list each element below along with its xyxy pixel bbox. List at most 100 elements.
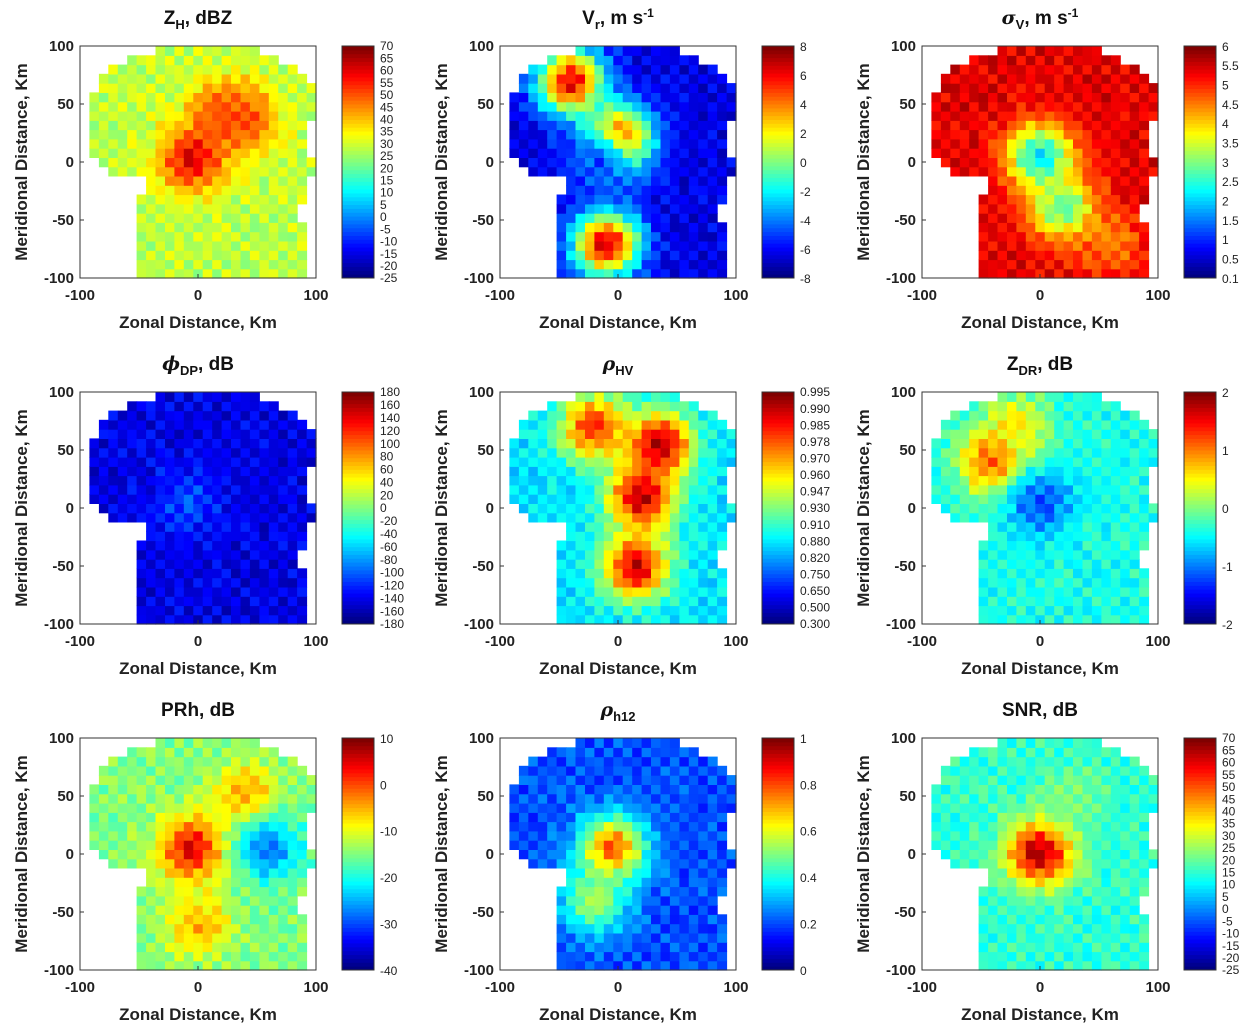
y-tick-label: 0 — [486, 500, 494, 517]
heatmap-cell — [594, 605, 604, 615]
chart-title: ZDR, dB — [1007, 354, 1073, 378]
heatmap-cell — [979, 803, 989, 813]
colorbar-segment — [762, 189, 794, 193]
heatmap-cell — [241, 578, 251, 588]
heatmap-cell — [950, 476, 960, 486]
heatmap-cell — [288, 840, 298, 850]
heatmap-cell — [538, 92, 548, 102]
heatmap-cell — [1120, 83, 1130, 93]
heatmap-cell — [137, 448, 147, 458]
heatmap-cell — [174, 429, 184, 439]
heatmap-cell — [661, 392, 671, 402]
heatmap-cell — [203, 877, 213, 887]
colorbar-segment — [762, 411, 794, 415]
heatmap-cell — [594, 951, 604, 961]
heatmap-cell — [689, 859, 699, 869]
heatmap-cell — [998, 615, 1008, 625]
heatmap-cell — [708, 503, 718, 513]
colorbar-segment — [762, 827, 794, 831]
heatmap-cell — [1120, 195, 1130, 205]
heatmap-cell — [184, 541, 194, 551]
heatmap-cell — [174, 831, 184, 841]
heatmap-cell — [231, 587, 241, 597]
heatmap-cell — [698, 429, 708, 439]
heatmap-cell — [604, 849, 614, 859]
heatmap-cell — [557, 887, 567, 897]
heatmap-cell — [99, 157, 109, 167]
heatmap-cell — [988, 148, 998, 158]
heatmap-cell — [174, 392, 184, 402]
colorbar-segment — [342, 738, 374, 742]
heatmap-cell — [679, 503, 689, 513]
heatmap-cell — [698, 522, 708, 532]
heatmap-cell — [137, 420, 147, 430]
heatmap-cell — [941, 139, 951, 149]
y-tick-label: 100 — [469, 730, 494, 747]
heatmap-cell — [642, 587, 652, 597]
heatmap-cell — [632, 568, 642, 578]
heatmap-cell — [604, 942, 614, 952]
heatmap-cell — [174, 840, 184, 850]
heatmap-cell — [146, 914, 156, 924]
heatmap-cell — [604, 232, 614, 242]
colorbar — [1184, 392, 1216, 625]
colorbar-tick-label: 3.5 — [1222, 137, 1239, 151]
colorbar-segment — [342, 185, 374, 189]
heatmap-cell — [222, 887, 232, 897]
heatmap-cell — [1083, 392, 1093, 402]
heatmap-cell — [1073, 46, 1083, 56]
heatmap-cell — [1111, 559, 1121, 569]
heatmap-cell — [670, 605, 680, 615]
heatmap-cell — [1045, 429, 1055, 439]
heatmap-cell — [1035, 803, 1045, 813]
heatmap-cell — [1120, 111, 1130, 121]
heatmap-cell — [193, 392, 203, 402]
heatmap-cell — [174, 568, 184, 578]
heatmap-cell — [547, 102, 557, 112]
heatmap-cell — [108, 429, 118, 439]
heatmap-cell — [184, 429, 194, 439]
heatmap-cell — [1073, 250, 1083, 260]
heatmap-cell — [594, 204, 604, 214]
heatmap-cell — [231, 757, 241, 767]
colorbar-segment — [762, 446, 794, 450]
colorbar-segment — [1184, 504, 1216, 508]
heatmap-cell — [689, 74, 699, 84]
heatmap-cell — [193, 111, 203, 121]
heatmap-cell — [184, 111, 194, 121]
heatmap-cell — [661, 868, 671, 878]
heatmap-cell — [1054, 605, 1064, 615]
colorbar-segment — [1184, 442, 1216, 446]
colorbar-segment — [762, 73, 794, 77]
heatmap-cell — [250, 130, 260, 140]
heatmap-cell — [1111, 605, 1121, 615]
heatmap-cell — [528, 120, 538, 130]
colorbar-tick-label: 0.947 — [800, 485, 830, 499]
heatmap-cell — [250, 924, 260, 934]
heatmap-cell — [222, 83, 232, 93]
heatmap-cell — [288, 877, 298, 887]
heatmap-cell — [146, 74, 156, 84]
heatmap-cell — [146, 401, 156, 411]
heatmap-cell — [623, 259, 633, 269]
heatmap-cell — [594, 541, 604, 551]
colorbar-segment — [762, 212, 794, 216]
heatmap-cell — [698, 887, 708, 897]
heatmap-cell — [623, 896, 633, 906]
heatmap-cell — [288, 420, 298, 430]
heatmap-cell — [1064, 531, 1074, 541]
chart-title: ZH, dBZ — [164, 8, 233, 32]
heatmap-cell — [632, 457, 642, 467]
heatmap-cell — [979, 766, 989, 776]
heatmap-cell — [979, 448, 989, 458]
heatmap-cell — [184, 568, 194, 578]
heatmap-cell — [269, 859, 279, 869]
heatmap-cell — [1130, 185, 1140, 195]
heatmap-cell — [241, 65, 251, 75]
colorbar-segment — [342, 839, 374, 843]
colorbar-segment — [762, 396, 794, 400]
heatmap-cell — [557, 83, 567, 93]
colorbar-segment — [342, 574, 374, 578]
heatmap-cell — [670, 485, 680, 495]
heatmap-cell — [231, 531, 241, 541]
